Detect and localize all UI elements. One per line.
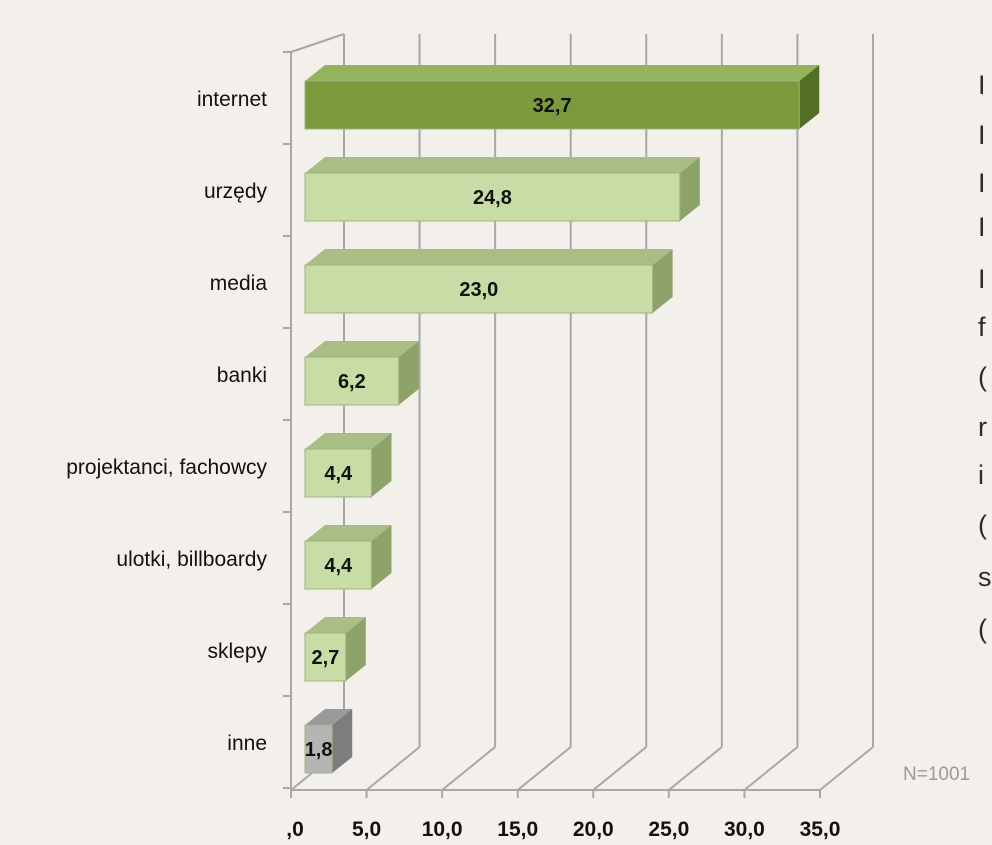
cut-off-text-glyph: s [978,562,992,592]
axes [283,33,821,798]
cut-off-text-glyph: i [978,460,984,490]
floor-gridline [365,746,421,791]
x-tick-label: 30,0 [724,818,765,841]
bar: 6,2 [304,341,419,406]
bar: 4,4 [304,525,392,590]
category-label: media [210,272,268,295]
bar-top-face [305,249,673,265]
bar-top-face [305,157,700,173]
bar: 24,8 [304,157,700,222]
floor-gridline [668,746,723,791]
x-tick-label: 15,0 [497,818,538,841]
bar-value-label: 1,8 [305,739,333,761]
bar-front-face [304,264,654,314]
category-labels: internet urzędy media banki projektanci, fac… [66,88,267,755]
category-label: ulotki, billboardy [116,548,267,571]
cut-off-text-glyph: ( [978,614,987,644]
x-tick-label: 35,0 [800,818,841,841]
bar-side-face [799,65,820,129]
floor-gridline [441,746,496,791]
cut-off-text-glyph: I [978,264,986,294]
x-tick-label: 5,0 [352,818,381,841]
bar-top-face [305,709,353,725]
cut-off-text-glyph: ( [978,362,987,392]
bar-value-label: 2,7 [311,647,339,669]
cut-off-text-glyph: f [978,312,986,342]
cut-off-text-glyph: I [978,70,986,100]
bar-value-label: 4,4 [324,463,353,485]
bar: 23,0 [304,249,673,314]
category-label: banki [217,364,267,387]
bar-front-face [304,724,333,774]
bar-top-face [305,433,392,449]
left-wall-top-edge [290,33,345,53]
x-tick-label: 10,0 [422,818,463,841]
bar-top-face [305,341,419,357]
bar: 32,7 [304,65,820,130]
category-label: internet [197,88,267,111]
floor-gridline [592,746,647,791]
bar-top-face [305,617,366,633]
bar-front-face [304,540,373,590]
floor-gridline [819,746,874,791]
cut-off-text-glyph: I [978,168,986,198]
bar-side-face [398,341,419,405]
bar-front-face [304,632,347,682]
bar-side-face [332,709,353,773]
bar-side-face [371,433,392,497]
x-tick-labels: ,0 5,0 10,0 15,0 20,0 25,0 30,0 35,0 [286,818,840,841]
bar-top-face [305,525,392,541]
category-label: inne [227,732,267,755]
cut-off-text-glyph: I [978,212,986,242]
floor-gridline [743,746,799,791]
bar-value-label: 4,4 [324,555,353,577]
bar-top-face [305,65,820,81]
bar-front-face [304,172,681,222]
x-tick-label: 25,0 [648,818,689,841]
bar-front-face [304,356,400,406]
x-tick-label: ,0 [286,818,304,841]
bar-front-face [304,448,373,498]
sample-size-note: N=1001 [903,764,970,785]
bar: 2,7 [304,617,366,682]
bar: 1,8 [304,709,353,774]
bar-value-label: 23,0 [459,279,498,301]
bar-side-face [371,525,392,589]
x-tick-label: 20,0 [573,818,614,841]
cut-off-text-glyph: ( [978,510,987,540]
bar-front-face [304,80,800,130]
bars: 32,7 24,8 23,0 6,2 4,4 4,4 2,7 1,8 [304,65,820,774]
category-label: sklepy [207,640,267,663]
category-label: urzędy [204,180,268,203]
bar-side-face [652,249,673,313]
cut-off-text-glyph: I [978,120,986,150]
bar-side-face [679,157,700,221]
bar: 4,4 [304,433,392,498]
bar-side-face [345,617,366,681]
category-label: projektanci, fachowcy [66,456,267,479]
bar-value-label: 32,7 [533,95,572,117]
bar-value-label: 24,8 [473,187,512,209]
floor-gridline [517,746,572,791]
cut-off-text-glyph: r [978,412,987,442]
bar-value-label: 6,2 [338,371,366,393]
gridlines [290,34,874,791]
